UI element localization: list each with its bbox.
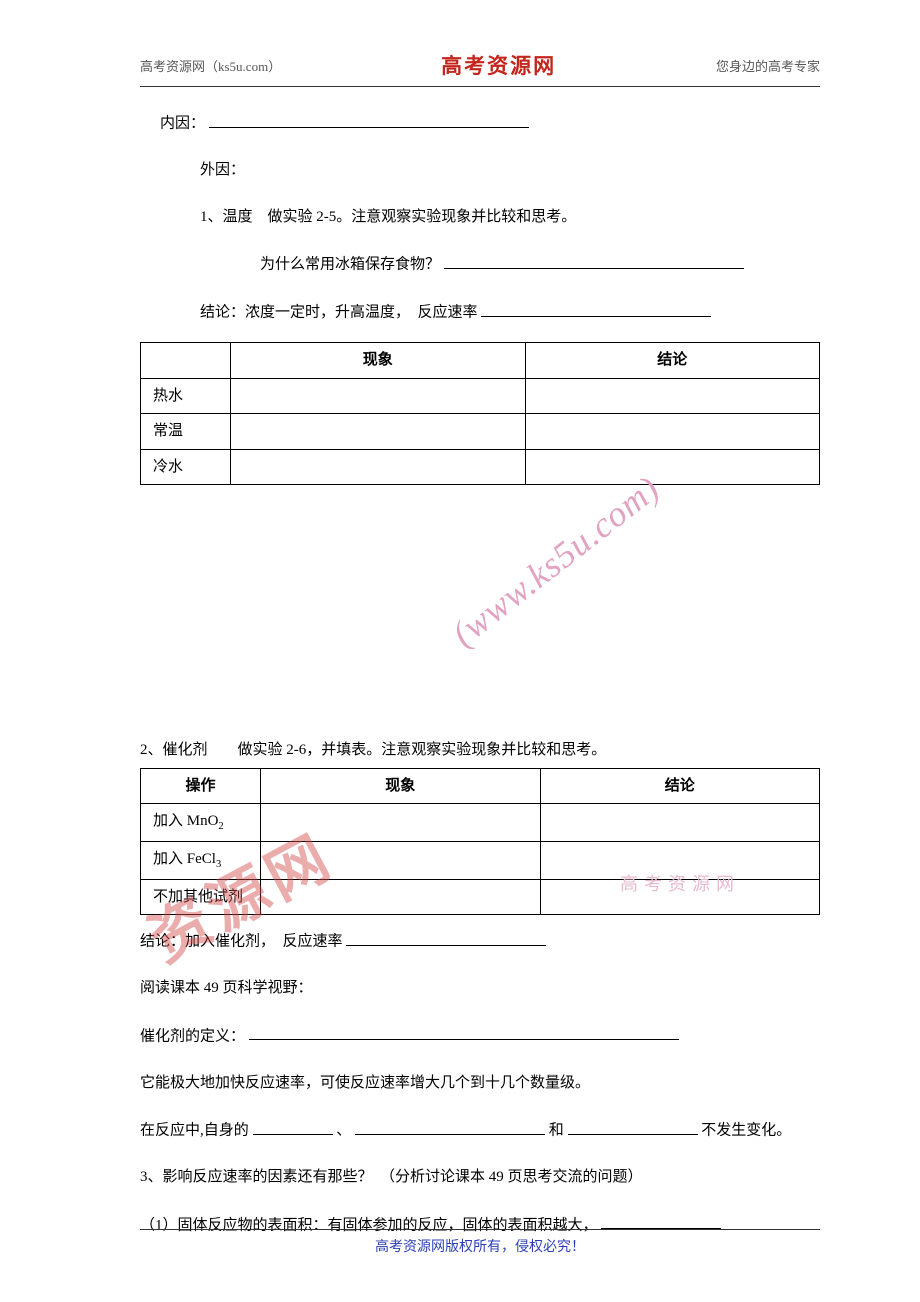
table-row: 现象 结论 bbox=[141, 343, 820, 379]
t1-r2c2[interactable] bbox=[525, 449, 820, 485]
t2-r1c1[interactable] bbox=[261, 841, 541, 879]
cat-def-label: 催化剂的定义： bbox=[140, 1028, 245, 1044]
accel-line: 它能极大地加快反应速率，可使反应速率增大几个到十几个数量级。 bbox=[140, 1072, 820, 1095]
t2-r0c2[interactable] bbox=[540, 804, 820, 842]
q1-blank[interactable] bbox=[444, 252, 744, 269]
t2-r2c1[interactable] bbox=[261, 879, 541, 915]
t2-r2-prefix: 不加其他试剂 bbox=[153, 889, 243, 905]
t2-r2c0: 不加其他试剂 bbox=[141, 879, 261, 915]
s1-conc-blank[interactable] bbox=[481, 300, 711, 317]
s1-conc-text: 结论：浓度一定时，升高温度， 反应速率 bbox=[200, 305, 478, 321]
t2-h2: 结论 bbox=[540, 768, 820, 804]
t1-r1c1[interactable] bbox=[231, 414, 526, 450]
s3-p1-blank[interactable] bbox=[601, 1213, 721, 1230]
self-a: 在反应中,自身的 bbox=[140, 1123, 249, 1139]
header-center-logo: 高考资源网 bbox=[441, 50, 556, 80]
t2-r1c2[interactable] bbox=[540, 841, 820, 879]
section2-title: 2、催化剂 做实验 2-6，并填表。注意观察实验现象并比较和思考。 bbox=[140, 739, 820, 762]
self-blank-3[interactable] bbox=[568, 1118, 698, 1135]
footer-text: 高考资源网版权所有，侵权必究！ bbox=[140, 1236, 820, 1256]
table-row: 热水 bbox=[141, 378, 820, 414]
t1-h0 bbox=[141, 343, 231, 379]
t2-conc-blank[interactable] bbox=[346, 929, 546, 946]
section3-title: 3、影响反应速率的因素还有那些？ （分析讨论课本 49 页思考交流的问题） bbox=[140, 1166, 820, 1189]
t1-r1c2[interactable] bbox=[525, 414, 820, 450]
t1-r0c2[interactable] bbox=[525, 378, 820, 414]
table-row: 加入 MnO2 bbox=[141, 804, 820, 842]
catalyst-def-line: 催化剂的定义： bbox=[140, 1024, 820, 1048]
t2-r0-prefix: 加入 MnO bbox=[153, 813, 218, 829]
t1-r2c1[interactable] bbox=[231, 449, 526, 485]
read-line: 阅读课本 49 页科学视野： bbox=[140, 977, 820, 1000]
table-catalyst: 操作 现象 结论 加入 MnO2 加入 FeCl3 bbox=[140, 768, 820, 916]
neiyin-line: 内因： bbox=[140, 111, 820, 135]
footer-divider bbox=[140, 1229, 820, 1230]
t2-h1: 现象 bbox=[261, 768, 541, 804]
t2-conc-text: 结论：加入催化剂， 反应速率 bbox=[140, 934, 343, 950]
t2-r1c0: 加入 FeCl3 bbox=[141, 841, 261, 879]
self-blank-2[interactable] bbox=[355, 1118, 545, 1135]
table-row: 不加其他试剂 bbox=[141, 879, 820, 915]
t2-h0: 操作 bbox=[141, 768, 261, 804]
self-c: 和 bbox=[549, 1123, 564, 1139]
t2-r0-sub: 2 bbox=[218, 821, 223, 832]
t2-conclusion: 结论：加入催化剂， 反应速率 bbox=[140, 929, 820, 953]
section1-conclusion: 结论：浓度一定时，升高温度， 反应速率 bbox=[140, 300, 820, 324]
t1-r1c0: 常温 bbox=[141, 414, 231, 450]
t2-r0c0: 加入 MnO2 bbox=[141, 804, 261, 842]
t2-r0c1[interactable] bbox=[261, 804, 541, 842]
t1-r0c0: 热水 bbox=[141, 378, 231, 414]
t2-r2c2[interactable] bbox=[540, 879, 820, 915]
neiyin-label: 内因： bbox=[160, 116, 205, 132]
self-b: 、 bbox=[336, 1123, 351, 1139]
t1-r0c1[interactable] bbox=[231, 378, 526, 414]
header-left: 高考资源网（ks5u.com） bbox=[140, 56, 281, 75]
page-footer: 高考资源网版权所有，侵权必究！ bbox=[140, 1229, 820, 1256]
t2-r1-sub: 3 bbox=[216, 859, 221, 870]
self-line: 在反应中,自身的 、 和 不发生变化。 bbox=[140, 1118, 820, 1142]
header-divider bbox=[140, 86, 820, 87]
page-header: 高考资源网（ks5u.com） 高考资源网 您身边的高考专家 bbox=[140, 50, 820, 80]
table-row: 加入 FeCl3 bbox=[141, 841, 820, 879]
t1-h2: 结论 bbox=[525, 343, 820, 379]
table-row: 常温 bbox=[141, 414, 820, 450]
table-temperature: 现象 结论 热水 常温 冷水 bbox=[140, 342, 820, 485]
header-right: 您身边的高考专家 bbox=[716, 56, 820, 75]
section1-question: 为什么常用冰箱保存食物？ bbox=[140, 252, 820, 276]
q1-text: 为什么常用冰箱保存食物？ bbox=[260, 257, 440, 273]
section1-title: 1、温度 做实验 2-5。注意观察实验现象并比较和思考。 bbox=[140, 206, 820, 229]
self-d: 不发生变化。 bbox=[701, 1123, 791, 1139]
table-row: 冷水 bbox=[141, 449, 820, 485]
table-row: 操作 现象 结论 bbox=[141, 768, 820, 804]
t2-r1-prefix: 加入 FeCl bbox=[153, 851, 216, 867]
blank-spacer bbox=[140, 485, 820, 715]
t1-r2c0: 冷水 bbox=[141, 449, 231, 485]
waiyin-label: 外因： bbox=[140, 159, 820, 182]
self-blank-1[interactable] bbox=[253, 1118, 333, 1135]
document-body: 内因： 外因： 1、温度 做实验 2-5。注意观察实验现象并比较和思考。 为什么… bbox=[140, 111, 820, 1237]
neiyin-blank[interactable] bbox=[209, 111, 529, 128]
cat-def-blank[interactable] bbox=[249, 1024, 679, 1041]
t1-h1: 现象 bbox=[231, 343, 526, 379]
